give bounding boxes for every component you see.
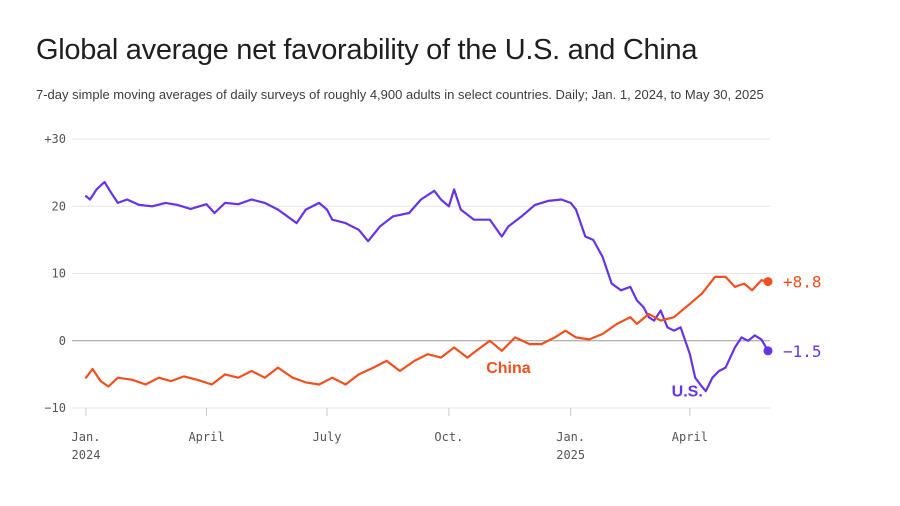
x-tick-label: April: [188, 430, 224, 444]
us-series-line: [84, 180, 770, 393]
chart-title: Global average net favorability of the U…: [36, 34, 698, 66]
y-tick-label: 10: [52, 267, 66, 281]
y-tick-label: −10: [44, 401, 66, 415]
x-tick-label: Jan.: [72, 430, 101, 444]
china-end-value-label: +8.8: [783, 273, 822, 292]
china-series-label: China: [486, 360, 531, 377]
y-tick-label: 0: [59, 334, 66, 348]
us-end-point: [763, 346, 773, 356]
china-series-line: [84, 275, 770, 388]
us-end-value-label: −1.5: [783, 342, 822, 361]
china-end-point: [763, 277, 773, 287]
series-lines: [84, 180, 773, 393]
axis-labels: +30 20 10 0 −10 Jan. 2024 April July Oct. Jan. 2025…: [44, 132, 708, 462]
x-tick-label: April: [672, 430, 708, 444]
y-tick-label: +30: [44, 132, 66, 146]
x-tick-label: Jan.: [556, 430, 585, 444]
x-tick-label: Oct.: [434, 430, 463, 444]
y-tick-label: 20: [52, 199, 66, 213]
chart-subtitle: 7-day simple moving averages of daily su…: [36, 87, 764, 102]
grid-layer: [72, 138, 770, 416]
x-tick-year-label: 2025: [556, 448, 585, 462]
x-tick-label: July: [313, 430, 342, 444]
x-tick-year-label: 2024: [72, 448, 101, 462]
us-series-label: U.S.: [672, 384, 703, 401]
series-annotations: −1.5 +8.8 China U.S.: [486, 273, 821, 401]
